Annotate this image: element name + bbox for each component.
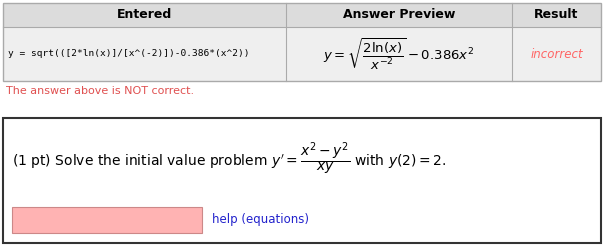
Bar — [3, 27, 601, 81]
Text: Answer Preview: Answer Preview — [343, 9, 455, 21]
Text: $y = \sqrt{\dfrac{2\ln(x)}{x^{-2}}} - 0.386x^2$: $y = \sqrt{\dfrac{2\ln(x)}{x^{-2}}} - 0.… — [323, 36, 475, 72]
Bar — [12, 207, 202, 233]
Text: incorrect: incorrect — [530, 47, 583, 61]
Text: help (equations): help (equations) — [212, 214, 309, 227]
Text: y = sqrt(([2*ln(x)]/[x^(-2)])-0.386*(x^2)): y = sqrt(([2*ln(x)]/[x^(-2)])-0.386*(x^2… — [8, 49, 249, 59]
FancyBboxPatch shape — [3, 118, 601, 243]
Bar — [3, 3, 601, 27]
Text: Entered: Entered — [117, 9, 172, 21]
Text: (1 pt) Solve the initial value problem $y' = \dfrac{x^2 - y^2}{xy}$ with $y(2) =: (1 pt) Solve the initial value problem $… — [12, 140, 447, 177]
Bar — [3, 3, 601, 81]
Text: Result: Result — [535, 9, 579, 21]
Text: The answer above is NOT correct.: The answer above is NOT correct. — [6, 86, 194, 96]
